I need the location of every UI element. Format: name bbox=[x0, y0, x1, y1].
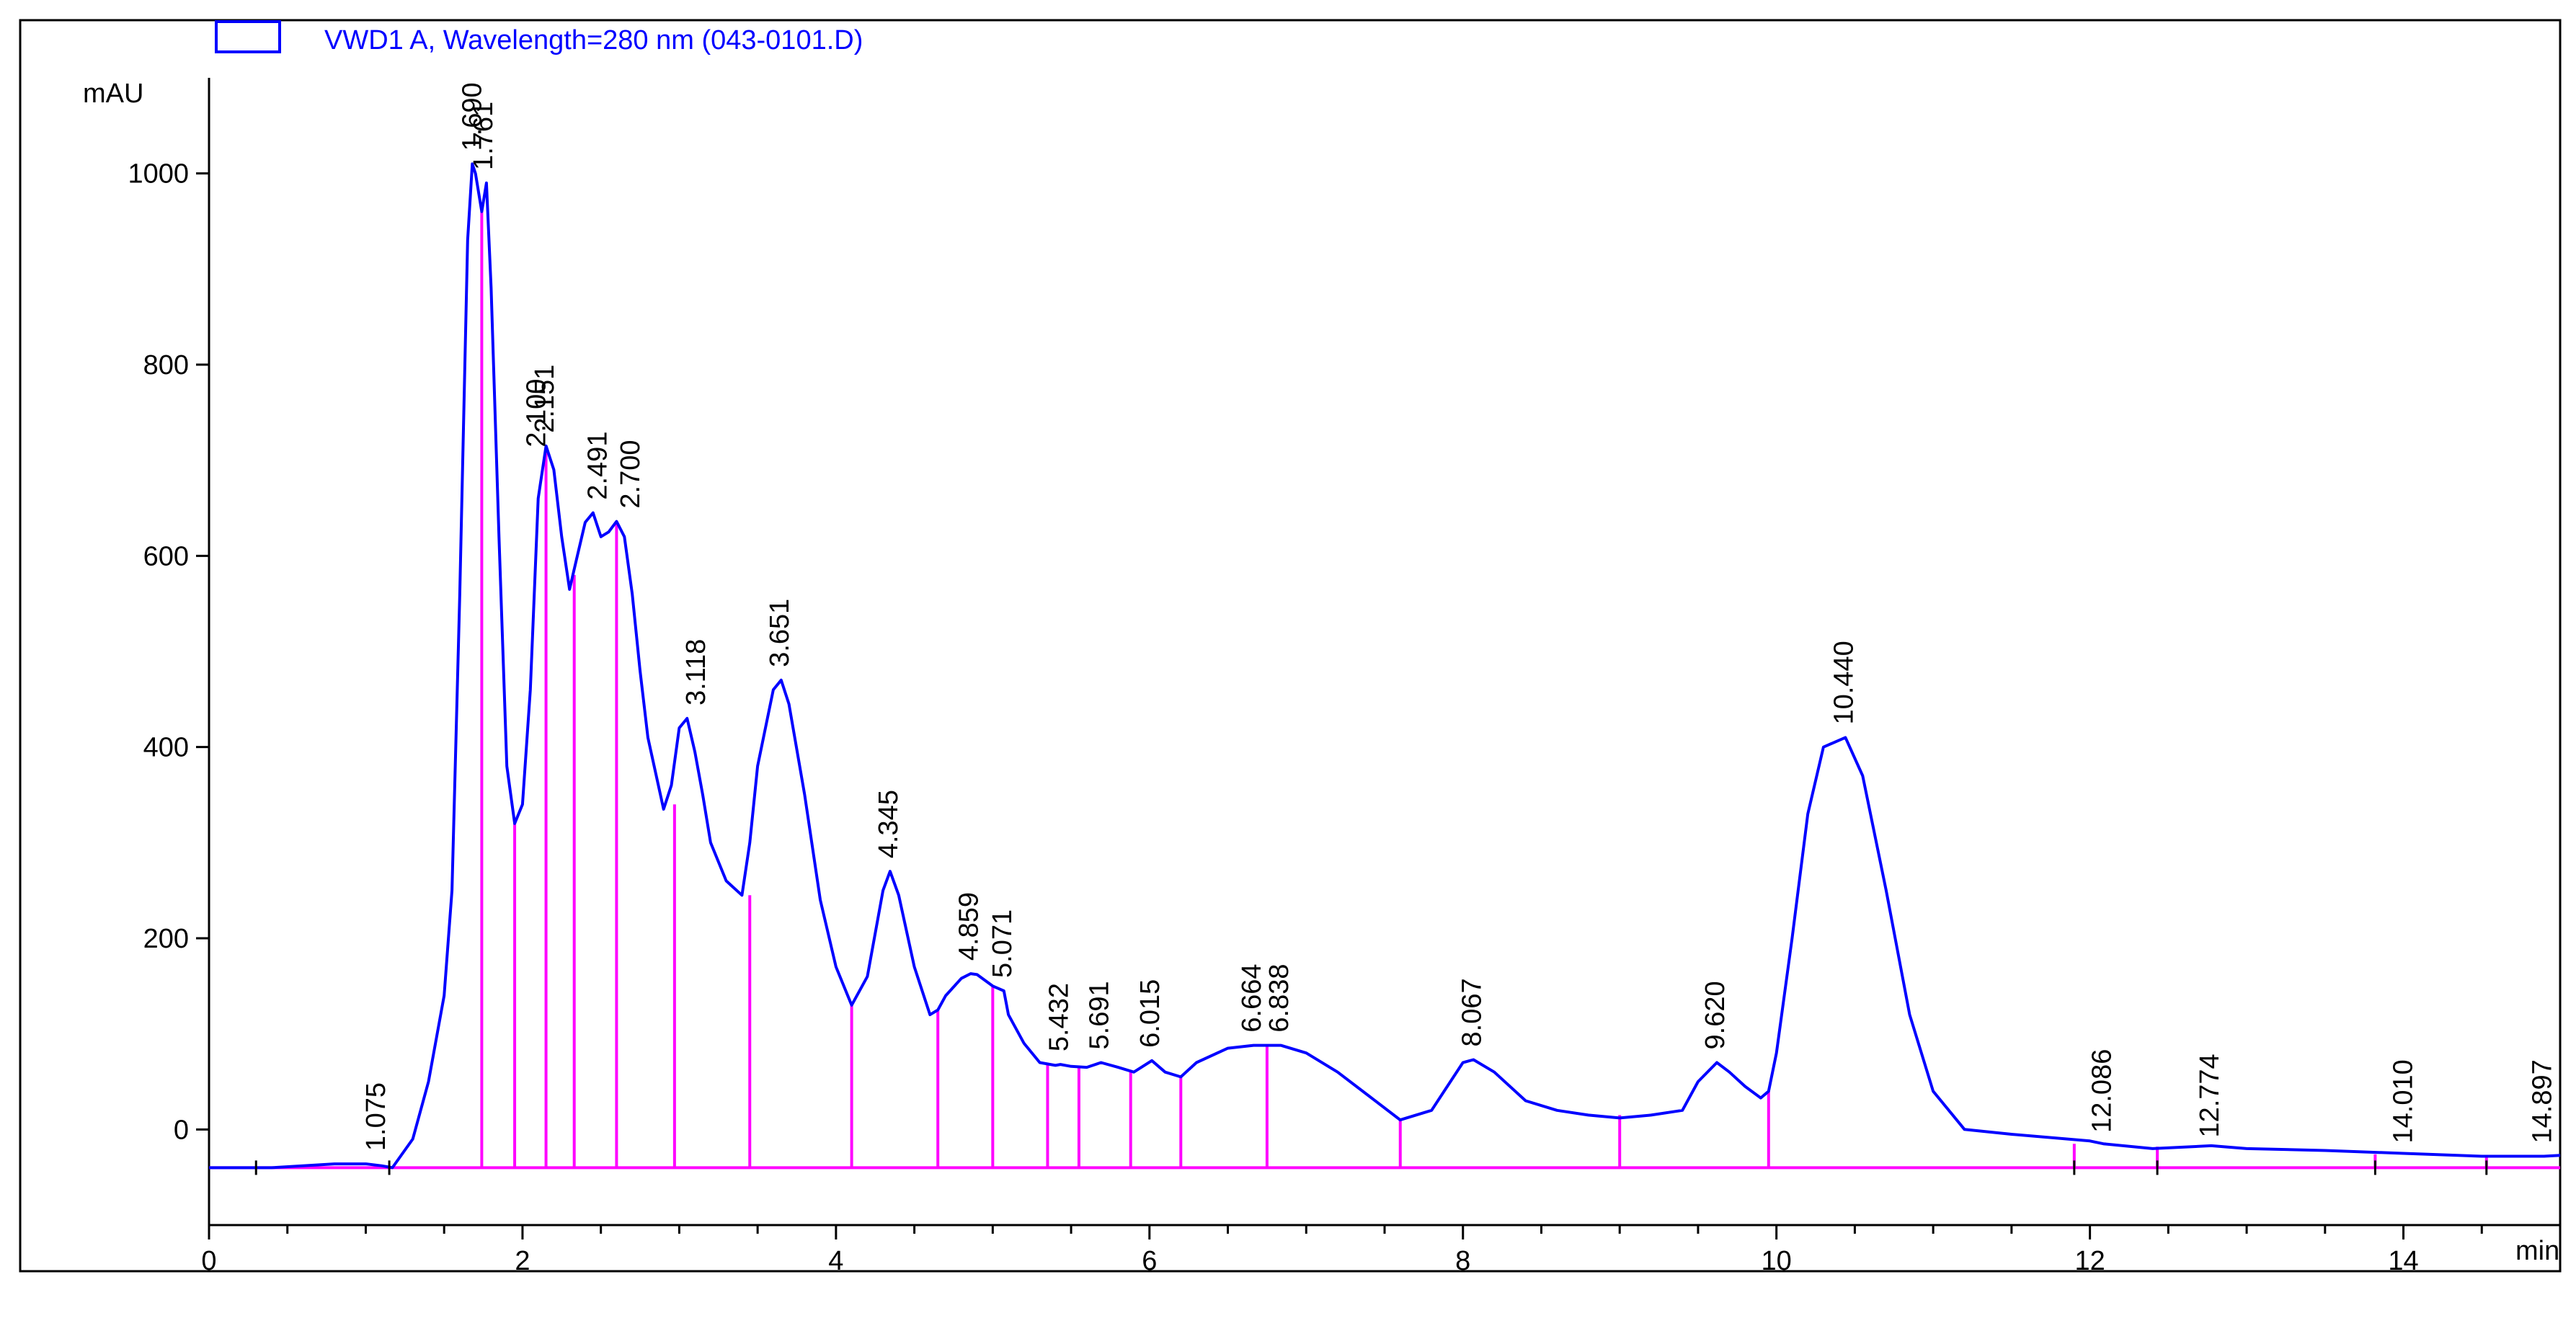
peak-retention-label: 5.071 bbox=[987, 909, 1018, 978]
x-tick-label: 4 bbox=[828, 1246, 843, 1276]
y-tick-label: 1000 bbox=[128, 159, 189, 190]
x-tick-label: 2 bbox=[515, 1246, 530, 1276]
peak-retention-label: 1.761 bbox=[468, 102, 499, 170]
peak-retention-label: 3.651 bbox=[765, 599, 795, 667]
x-axis-ticks: 0 2 4 6 8 10 12 14 bbox=[201, 1225, 2562, 1276]
peak-retention-label: 12.086 bbox=[2087, 1049, 2117, 1133]
series-layer bbox=[209, 162, 2561, 1170]
peak-retention-label: 4.345 bbox=[874, 790, 904, 858]
x-tick-label: 12 bbox=[2074, 1246, 2105, 1276]
integration-drop-lines bbox=[480, 211, 2488, 1168]
y-tick-label: 0 bbox=[174, 1115, 189, 1145]
peak-retention-label: 14.897 bbox=[2528, 1059, 2558, 1143]
peak-retention-label: 5.432 bbox=[1044, 983, 1074, 1051]
legend: VWD1 A, Wavelength=280 nm (043-0101.D) bbox=[215, 20, 863, 55]
x-tick-label: 6 bbox=[1142, 1246, 1157, 1276]
peak-retention-label: 1.690 bbox=[458, 82, 488, 151]
peak-retention-label: 14.010 bbox=[2389, 1059, 2419, 1143]
x-tick-label: 8 bbox=[1455, 1246, 1470, 1276]
peak-retention-label: 6.664 bbox=[1237, 963, 1267, 1032]
peak-retention-label: 2.491 bbox=[583, 432, 613, 500]
peak-retention-label: 6.015 bbox=[1135, 979, 1165, 1048]
peak-retention-label: 10.440 bbox=[1829, 641, 1859, 724]
x-tick-label: 14 bbox=[2388, 1246, 2418, 1276]
peak-retention-label: 9.620 bbox=[1700, 981, 1731, 1049]
event-ticks bbox=[254, 1160, 2488, 1175]
peak-retention-label: 12.774 bbox=[2195, 1054, 2225, 1137]
y-tick-label: 400 bbox=[143, 733, 189, 763]
x-axis-unit-label: min bbox=[2515, 1236, 2559, 1266]
peak-retention-label: 1.075 bbox=[361, 1082, 391, 1151]
peak-retention-label: 8.067 bbox=[1457, 978, 1487, 1046]
legend-label: VWD1 A, Wavelength=280 nm (043-0101.D) bbox=[324, 25, 863, 55]
y-tick-label: 800 bbox=[143, 350, 189, 380]
legend-swatch bbox=[215, 20, 281, 53]
y-axis-ticks: 0 200 400 600 800 1000 bbox=[128, 159, 209, 1145]
y-tick-label: 600 bbox=[143, 541, 189, 571]
x-tick-label: 0 bbox=[201, 1246, 216, 1276]
y-tick-label: 200 bbox=[143, 924, 189, 954]
x-tick-label: 10 bbox=[1762, 1246, 1792, 1276]
peak-retention-label: 3.118 bbox=[681, 639, 711, 705]
plot-frame bbox=[19, 19, 2562, 1273]
peak-retention-label: 5.691 bbox=[1085, 981, 1115, 1049]
peak-retention-label: 6.838 bbox=[1264, 963, 1294, 1032]
peak-retention-label: 2.100 bbox=[522, 379, 552, 448]
y-axis-unit-label: mAU bbox=[83, 79, 143, 109]
peak-retention-label: 2.151 bbox=[530, 365, 560, 433]
peak-retention-label: 2.700 bbox=[616, 440, 646, 508]
series-line-vwd1-a bbox=[209, 162, 2561, 1170]
peak-retention-label: 4.859 bbox=[954, 892, 985, 961]
